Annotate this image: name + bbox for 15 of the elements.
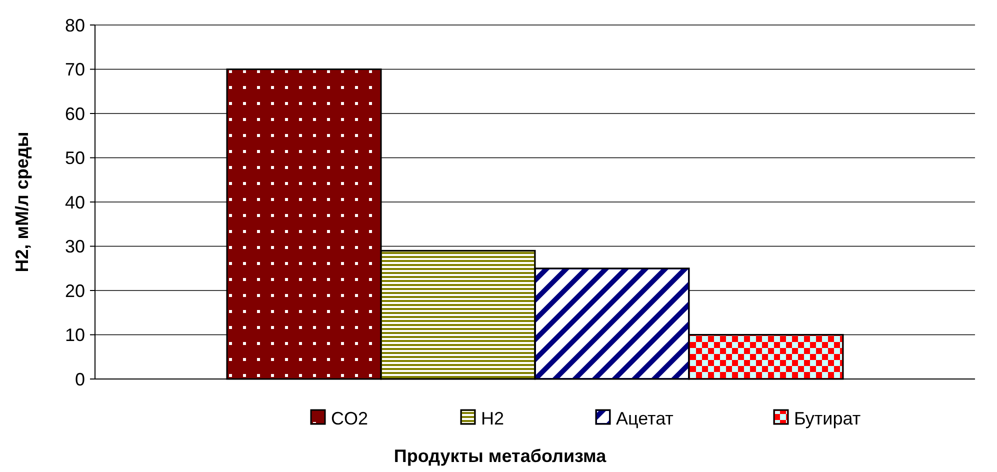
x-axis-title: Продукты метаболизма [394, 446, 608, 466]
y-tick-label: 60 [64, 104, 85, 124]
y-tick-label: 30 [64, 236, 85, 257]
y-tick-label: 70 [64, 60, 85, 80]
legend-label: Бутират [794, 408, 861, 428]
legend-label: H2 [481, 408, 504, 428]
legend-label: Ацетат [616, 408, 674, 428]
y-tick-label: 20 [64, 280, 85, 301]
y-tick-label: 80 [64, 15, 85, 36]
legend-label: CO2 [331, 408, 368, 428]
y-tick-label: 40 [64, 192, 85, 212]
y-axis-title: H2, мМ/л среды [12, 132, 32, 272]
y-tick-label: 50 [64, 148, 85, 168]
y-tick-label: 10 [64, 325, 85, 346]
y-tick-label: 0 [74, 369, 85, 390]
